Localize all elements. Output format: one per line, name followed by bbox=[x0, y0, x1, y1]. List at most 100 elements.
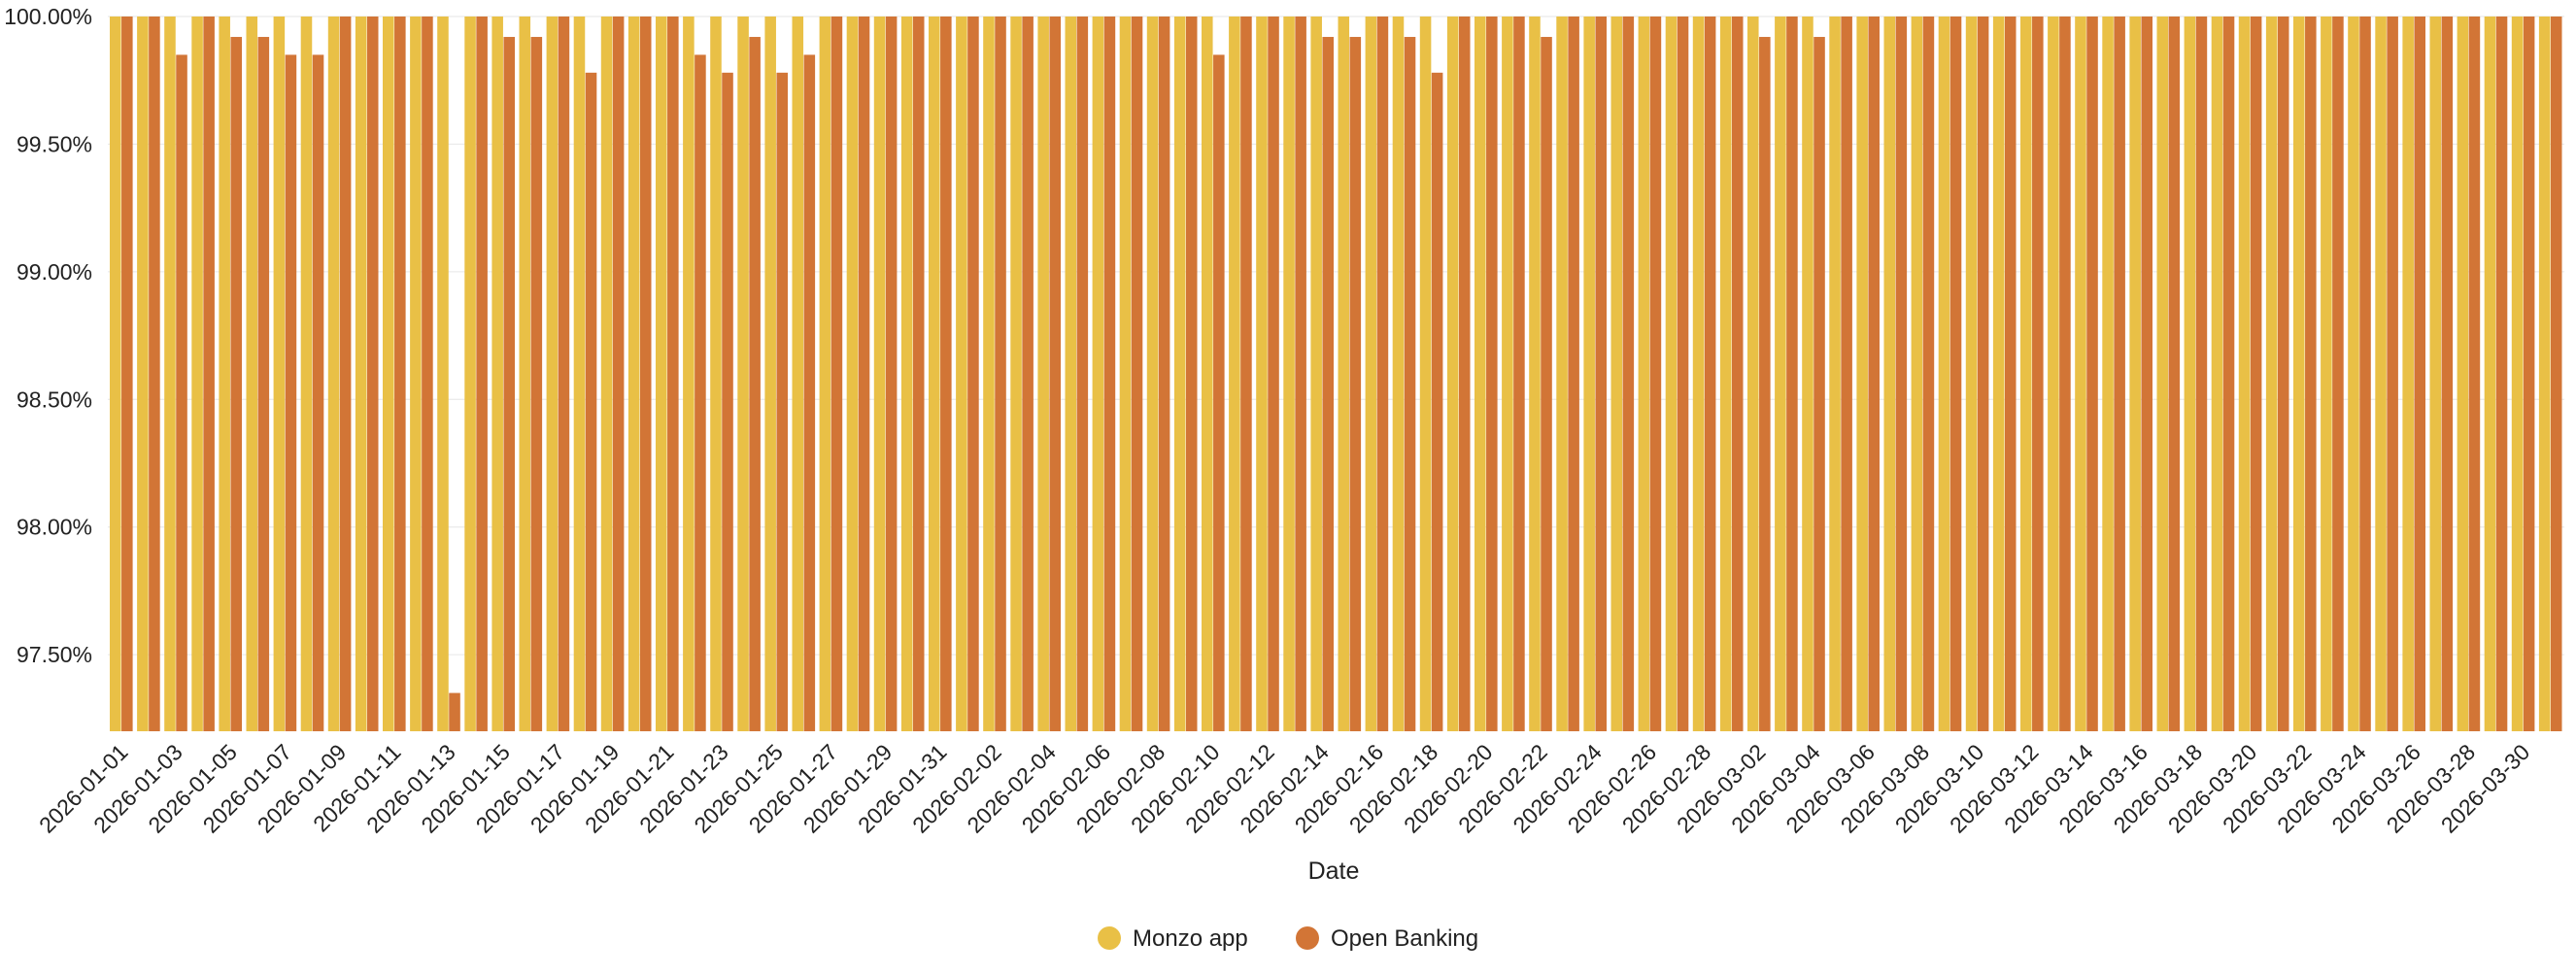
bar-open-banking[interactable] bbox=[1759, 37, 1771, 731]
bar-monzo-app[interactable] bbox=[1719, 17, 1732, 731]
bar-open-banking[interactable] bbox=[1949, 17, 1962, 731]
bar-open-banking[interactable] bbox=[503, 37, 515, 731]
bar-monzo-app[interactable] bbox=[1202, 17, 1213, 731]
bar-open-banking[interactable] bbox=[149, 17, 160, 731]
bar-open-banking[interactable] bbox=[2195, 17, 2208, 731]
bar-open-banking[interactable] bbox=[2277, 17, 2289, 731]
bar-monzo-app[interactable] bbox=[1392, 17, 1405, 731]
bar-monzo-app[interactable] bbox=[464, 17, 476, 731]
bar-monzo-app[interactable] bbox=[546, 17, 559, 731]
bar-open-banking[interactable] bbox=[967, 17, 979, 731]
bar-open-banking[interactable] bbox=[1486, 17, 1498, 731]
bar-monzo-app[interactable] bbox=[1529, 17, 1541, 731]
bar-open-banking[interactable] bbox=[2250, 17, 2262, 731]
bar-monzo-app[interactable] bbox=[219, 17, 230, 731]
bar-open-banking[interactable] bbox=[1458, 17, 1471, 731]
bar-monzo-app[interactable] bbox=[1229, 17, 1240, 731]
bar-monzo-app[interactable] bbox=[2484, 17, 2496, 731]
bar-monzo-app[interactable] bbox=[2211, 17, 2223, 731]
bar-monzo-app[interactable] bbox=[1992, 17, 2005, 731]
bar-monzo-app[interactable] bbox=[929, 17, 940, 731]
bar-open-banking[interactable] bbox=[394, 17, 406, 731]
bar-open-banking[interactable] bbox=[558, 17, 570, 731]
bar-open-banking[interactable] bbox=[176, 54, 187, 732]
bar-monzo-app[interactable] bbox=[1938, 17, 1950, 731]
bar-open-banking[interactable] bbox=[1240, 17, 1252, 731]
bar-open-banking[interactable] bbox=[1431, 72, 1443, 731]
bar-monzo-app[interactable] bbox=[2538, 17, 2551, 731]
bar-open-banking[interactable] bbox=[1541, 37, 1552, 731]
bar-monzo-app[interactable] bbox=[2402, 17, 2414, 731]
bar-monzo-app[interactable] bbox=[137, 17, 149, 731]
bar-open-banking[interactable] bbox=[639, 17, 652, 731]
bar-monzo-app[interactable] bbox=[2129, 17, 2141, 731]
bar-monzo-app[interactable] bbox=[2102, 17, 2114, 731]
bar-open-banking[interactable] bbox=[121, 17, 133, 731]
bar-open-banking[interactable] bbox=[612, 17, 625, 731]
bar-open-banking[interactable] bbox=[2387, 17, 2398, 731]
bar-open-banking[interactable] bbox=[2032, 17, 2044, 731]
bar-monzo-app[interactable] bbox=[1338, 17, 1350, 731]
bar-monzo-app[interactable] bbox=[1829, 17, 1841, 731]
bar-open-banking[interactable] bbox=[1049, 17, 1061, 731]
bar-open-banking[interactable] bbox=[885, 17, 898, 731]
bar-open-banking[interactable] bbox=[530, 37, 543, 731]
bar-open-banking[interactable] bbox=[2004, 17, 2017, 731]
bar-open-banking[interactable] bbox=[1213, 54, 1225, 732]
bar-open-banking[interactable] bbox=[2086, 17, 2098, 731]
bar-monzo-app[interactable] bbox=[1283, 17, 1295, 731]
bar-open-banking[interactable] bbox=[1349, 37, 1362, 731]
bar-open-banking[interactable] bbox=[1103, 17, 1116, 731]
bar-open-banking[interactable] bbox=[257, 37, 270, 731]
bar-open-banking[interactable] bbox=[339, 17, 352, 731]
bar-open-banking[interactable] bbox=[749, 37, 761, 731]
bar-open-banking[interactable] bbox=[803, 54, 816, 732]
bar-monzo-app[interactable] bbox=[300, 17, 313, 731]
bar-open-banking[interactable] bbox=[366, 17, 379, 731]
bar-monzo-app[interactable] bbox=[491, 17, 503, 731]
bar-open-banking[interactable] bbox=[1977, 17, 1989, 731]
bar-open-banking[interactable] bbox=[1841, 17, 1852, 731]
bar-monzo-app[interactable] bbox=[246, 17, 258, 731]
bar-open-banking[interactable] bbox=[1131, 17, 1143, 731]
bar-open-banking[interactable] bbox=[912, 17, 925, 731]
bar-monzo-app[interactable] bbox=[191, 17, 203, 731]
bar-open-banking[interactable] bbox=[2468, 17, 2481, 731]
bar-open-banking[interactable] bbox=[1322, 37, 1334, 731]
bar-open-banking[interactable] bbox=[2059, 17, 2071, 731]
bar-monzo-app[interactable] bbox=[2075, 17, 2086, 731]
bar-open-banking[interactable] bbox=[1268, 17, 1279, 731]
bar-open-banking[interactable] bbox=[776, 72, 788, 731]
bar-open-banking[interactable] bbox=[449, 692, 460, 731]
bar-open-banking[interactable] bbox=[2141, 17, 2152, 731]
bar-monzo-app[interactable] bbox=[1775, 17, 1786, 731]
bar-monzo-app[interactable] bbox=[1610, 17, 1623, 731]
bar-open-banking[interactable] bbox=[2222, 17, 2235, 731]
bar-monzo-app[interactable] bbox=[327, 17, 340, 731]
bar-open-banking[interactable] bbox=[1895, 17, 1908, 731]
bar-monzo-app[interactable] bbox=[2238, 17, 2251, 731]
bar-open-banking[interactable] bbox=[1376, 17, 1389, 731]
bar-monzo-app[interactable] bbox=[2184, 17, 2196, 731]
bar-monzo-app[interactable] bbox=[355, 17, 367, 731]
bar-monzo-app[interactable] bbox=[1638, 17, 1650, 731]
bar-monzo-app[interactable] bbox=[2321, 17, 2332, 731]
bar-monzo-app[interactable] bbox=[1747, 17, 1759, 731]
bar-open-banking[interactable] bbox=[940, 17, 952, 731]
bar-monzo-app[interactable] bbox=[1583, 17, 1595, 731]
bar-monzo-app[interactable] bbox=[2156, 17, 2169, 731]
bar-open-banking[interactable] bbox=[2550, 17, 2562, 731]
bar-open-banking[interactable] bbox=[2114, 17, 2125, 731]
bar-monzo-app[interactable] bbox=[1856, 17, 1868, 731]
bar-monzo-app[interactable] bbox=[1502, 17, 1513, 731]
bar-monzo-app[interactable] bbox=[1965, 17, 1978, 731]
bar-monzo-app[interactable] bbox=[1802, 17, 1813, 731]
bar-open-banking[interactable] bbox=[995, 17, 1006, 731]
bar-open-banking[interactable] bbox=[1649, 17, 1662, 731]
legend-item-monzo-app[interactable]: Monzo app bbox=[1098, 925, 1248, 952]
bar-open-banking[interactable] bbox=[203, 17, 215, 731]
bar-open-banking[interactable] bbox=[667, 17, 679, 731]
bar-monzo-app[interactable] bbox=[1911, 17, 1923, 731]
bar-monzo-app[interactable] bbox=[710, 17, 722, 731]
bar-monzo-app[interactable] bbox=[573, 17, 586, 731]
